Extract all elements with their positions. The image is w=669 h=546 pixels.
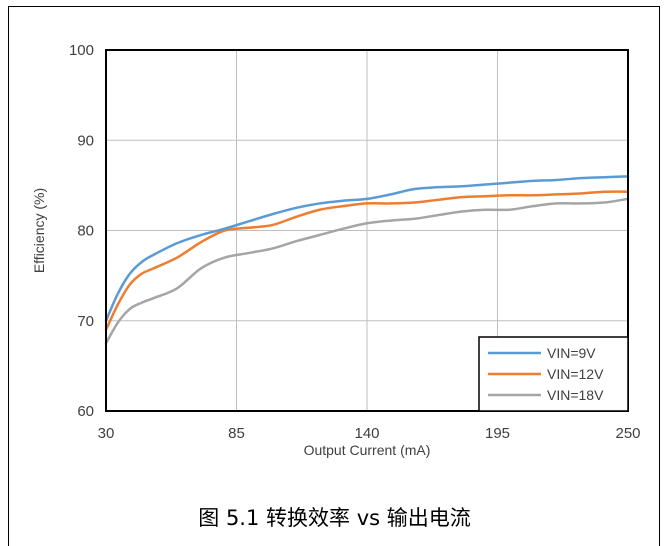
y-tick-label: 80 [77,223,94,240]
y-axis-label: Efficiency (%) [31,188,47,273]
x-tick-label: 85 [228,425,245,442]
series-line-vin-12v [104,190,630,332]
series-line-vin-9v [104,175,630,322]
y-tick-label: 60 [77,403,94,420]
legend-label: VIN=12V [547,366,604,382]
x-tick-labels: 30 85 140 195 250 [98,425,641,442]
y-tick-labels: 60 70 80 90 100 [69,42,94,420]
efficiency-chart: 60 70 80 90 100 30 85 140 195 250 Output Current… [31,42,641,458]
y-tick-label: 90 [77,132,94,149]
series-layer [104,175,630,345]
y-tick-label: 100 [69,42,94,59]
x-axis-label: Output Current (mA) [304,442,431,458]
x-tick-label: 140 [354,425,379,442]
figure-caption: 图 5.1 转换效率 vs 输出电流 [198,506,471,530]
x-tick-label: 195 [485,425,510,442]
x-tick-label: 30 [98,425,115,442]
series-line-vin-18v [104,197,630,345]
figure-frame [8,6,660,546]
y-tick-label: 70 [77,313,94,330]
plot-area-border [105,49,629,412]
legend: VIN=9V VIN=12V VIN=18V [478,336,629,412]
x-tick-label: 250 [615,425,640,442]
legend-label: VIN=9V [547,345,596,361]
legend-label: VIN=18V [547,387,604,403]
